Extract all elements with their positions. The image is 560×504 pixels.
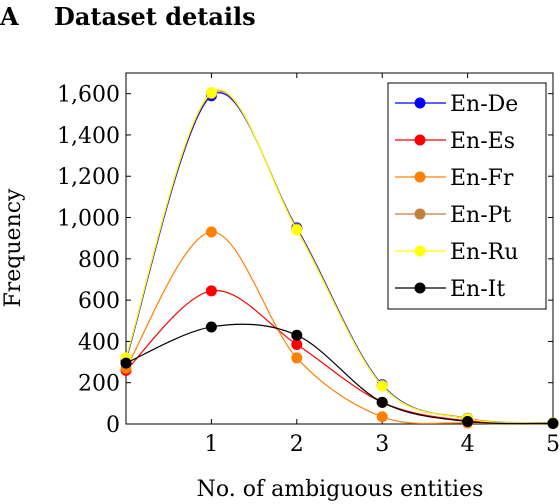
data-point <box>205 87 217 99</box>
legend-label: En-Pt <box>450 203 511 228</box>
series-layer <box>120 87 559 430</box>
data-point <box>205 226 217 238</box>
legend-marker <box>414 245 426 257</box>
y-tick-label: 800 <box>78 248 120 273</box>
x-tick-label: 5 <box>546 432 560 457</box>
series-line <box>125 290 554 424</box>
data-point <box>205 321 217 333</box>
legend-item: En-De <box>395 92 518 117</box>
chart-legend: En-De En-Es En-Fr En-Pt En-Ru En-It <box>387 82 547 310</box>
section-letter: A <box>0 1 19 31</box>
data-point <box>291 224 303 236</box>
data-point <box>462 416 474 428</box>
x-tick-label: 1 <box>204 432 218 457</box>
section-heading: A Dataset details <box>0 0 256 32</box>
legend-item: En-Pt <box>395 203 511 228</box>
y-tick-label: 600 <box>78 289 120 314</box>
data-point <box>291 352 303 364</box>
series-line <box>125 323 554 425</box>
y-tick-label: 200 <box>78 372 120 397</box>
data-point <box>376 380 388 392</box>
x-axis-label: No. of ambiguous entities <box>197 477 484 502</box>
legend-marker <box>414 97 426 109</box>
legend-marker <box>414 282 426 294</box>
y-axis-label: Frequency <box>1 188 26 308</box>
legend-item: En-Fr <box>395 166 514 191</box>
y-tick-label: 1,200 <box>57 165 120 190</box>
legend-label: En-Ru <box>450 240 518 265</box>
legend-label: En-Es <box>450 129 515 154</box>
y-tick-label: 1,000 <box>57 207 120 232</box>
data-point <box>291 329 303 341</box>
section-title: Dataset details <box>54 1 256 31</box>
legend-item: En-Es <box>395 129 515 154</box>
legend-label: En-It <box>450 277 505 302</box>
legend-marker <box>414 208 426 220</box>
data-point <box>120 357 132 369</box>
data-point <box>376 411 388 423</box>
x-tick-label: 4 <box>461 432 475 457</box>
legend-marker <box>414 171 426 183</box>
legend-marker <box>414 134 426 146</box>
legend-label: En-Fr <box>450 166 514 191</box>
data-point <box>205 285 217 297</box>
data-point <box>547 417 559 429</box>
chart-axes: 0 200 400 600 800 1,000 1,200 1,400 1,600 1 2 3 4 5 <box>57 72 560 457</box>
x-tick-label: 2 <box>290 432 304 457</box>
x-tick-label: 3 <box>375 432 389 457</box>
data-point <box>376 396 388 408</box>
y-tick-label: 1,600 <box>57 83 120 108</box>
series-en-it <box>120 321 559 429</box>
legend-item: En-Ru <box>395 240 518 265</box>
y-tick-label: 0 <box>106 413 120 438</box>
legend-item: En-It <box>395 277 505 302</box>
y-tick-label: 400 <box>78 330 120 355</box>
legend-box <box>387 82 547 310</box>
plot-frame <box>125 72 554 425</box>
legend-label: En-De <box>450 92 518 117</box>
y-tick-label: 1,400 <box>57 124 120 149</box>
data-point <box>291 339 303 351</box>
